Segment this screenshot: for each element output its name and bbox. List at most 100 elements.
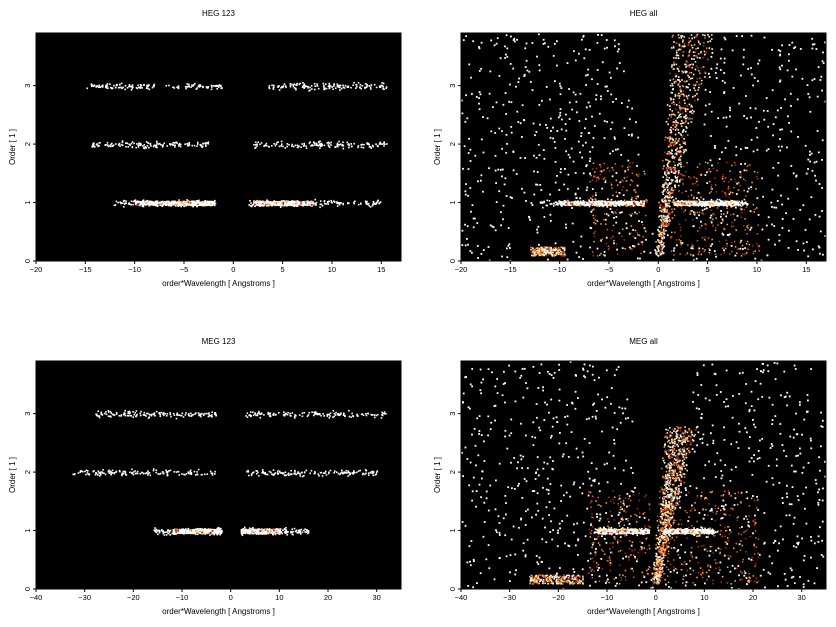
data-point bbox=[724, 147, 727, 149]
data-point bbox=[732, 213, 735, 215]
data-point bbox=[325, 203, 328, 205]
data-point bbox=[803, 249, 805, 252]
data-point bbox=[623, 199, 626, 202]
data-point bbox=[177, 202, 179, 205]
data-point bbox=[357, 145, 360, 147]
data-point bbox=[510, 101, 513, 104]
data-point bbox=[703, 123, 706, 126]
data-point bbox=[662, 193, 664, 195]
data-point bbox=[781, 44, 783, 47]
data-point bbox=[562, 251, 565, 253]
data-point bbox=[716, 207, 719, 209]
data-point bbox=[540, 246, 542, 249]
data-point bbox=[692, 51, 695, 53]
data-point bbox=[591, 115, 593, 118]
data-point bbox=[691, 225, 694, 227]
data-point bbox=[739, 176, 742, 179]
data-point bbox=[670, 196, 673, 199]
data-point bbox=[679, 151, 681, 153]
data-point bbox=[820, 75, 823, 78]
data-point bbox=[596, 247, 599, 250]
data-point bbox=[509, 196, 512, 199]
data-point bbox=[101, 85, 103, 88]
data-point bbox=[679, 113, 682, 115]
data-point bbox=[677, 111, 680, 114]
data-point bbox=[722, 233, 725, 236]
data-point bbox=[707, 41, 709, 43]
data-point bbox=[549, 98, 551, 101]
data-point bbox=[665, 218, 667, 221]
data-point bbox=[658, 239, 661, 242]
data-point bbox=[536, 231, 539, 234]
data-point bbox=[307, 85, 309, 88]
data-point bbox=[533, 193, 536, 196]
data-point bbox=[730, 191, 732, 193]
data-point bbox=[695, 48, 697, 51]
data-point bbox=[326, 201, 329, 203]
data-point bbox=[327, 203, 330, 205]
data-point bbox=[178, 202, 181, 205]
data-point bbox=[699, 77, 701, 79]
data-point bbox=[335, 146, 337, 148]
data-point bbox=[377, 200, 379, 202]
data-point bbox=[708, 170, 710, 172]
data-point bbox=[566, 188, 569, 190]
data-point bbox=[611, 187, 613, 189]
data-point bbox=[480, 179, 482, 182]
data-point bbox=[637, 195, 639, 198]
data-point bbox=[600, 95, 602, 98]
data-point bbox=[214, 199, 216, 202]
data-point bbox=[601, 238, 604, 240]
data-point bbox=[334, 87, 337, 89]
data-point bbox=[711, 243, 714, 245]
data-point bbox=[752, 84, 754, 87]
data-point bbox=[635, 191, 637, 193]
data-point bbox=[697, 53, 700, 55]
data-point bbox=[202, 86, 204, 89]
data-point bbox=[670, 126, 672, 129]
data-point bbox=[282, 85, 285, 87]
data-point bbox=[324, 202, 326, 205]
data-point bbox=[319, 206, 321, 209]
data-point bbox=[693, 87, 695, 89]
data-point bbox=[615, 216, 618, 218]
data-point bbox=[461, 112, 464, 115]
data-point bbox=[670, 179, 673, 181]
data-point bbox=[589, 157, 592, 160]
data-point bbox=[288, 202, 290, 205]
data-point bbox=[756, 207, 758, 209]
data-point bbox=[745, 252, 747, 255]
data-point bbox=[662, 229, 665, 232]
data-point bbox=[676, 181, 678, 183]
data-point bbox=[126, 142, 129, 145]
data-point bbox=[290, 204, 292, 207]
data-point bbox=[671, 181, 673, 183]
data-point bbox=[684, 174, 686, 177]
data-point bbox=[722, 220, 724, 222]
data-point bbox=[701, 209, 704, 212]
data-point bbox=[342, 145, 345, 147]
data-point bbox=[259, 203, 262, 206]
data-point bbox=[700, 196, 702, 199]
data-point bbox=[657, 216, 660, 218]
data-point bbox=[668, 136, 670, 139]
data-point bbox=[689, 64, 691, 66]
data-point bbox=[528, 70, 531, 73]
data-point bbox=[708, 72, 710, 75]
data-point bbox=[818, 215, 821, 218]
data-point bbox=[645, 230, 648, 233]
data-point bbox=[564, 138, 566, 140]
data-point bbox=[776, 200, 779, 202]
data-point bbox=[678, 43, 681, 46]
data-point bbox=[479, 93, 482, 96]
data-point bbox=[815, 48, 818, 50]
data-point bbox=[591, 188, 594, 190]
data-point bbox=[723, 227, 725, 230]
data-point bbox=[700, 225, 703, 227]
data-point bbox=[623, 70, 625, 73]
data-point bbox=[198, 86, 201, 88]
data-point bbox=[160, 201, 162, 204]
data-point bbox=[676, 152, 678, 154]
data-point bbox=[120, 143, 123, 146]
data-point bbox=[207, 203, 210, 206]
